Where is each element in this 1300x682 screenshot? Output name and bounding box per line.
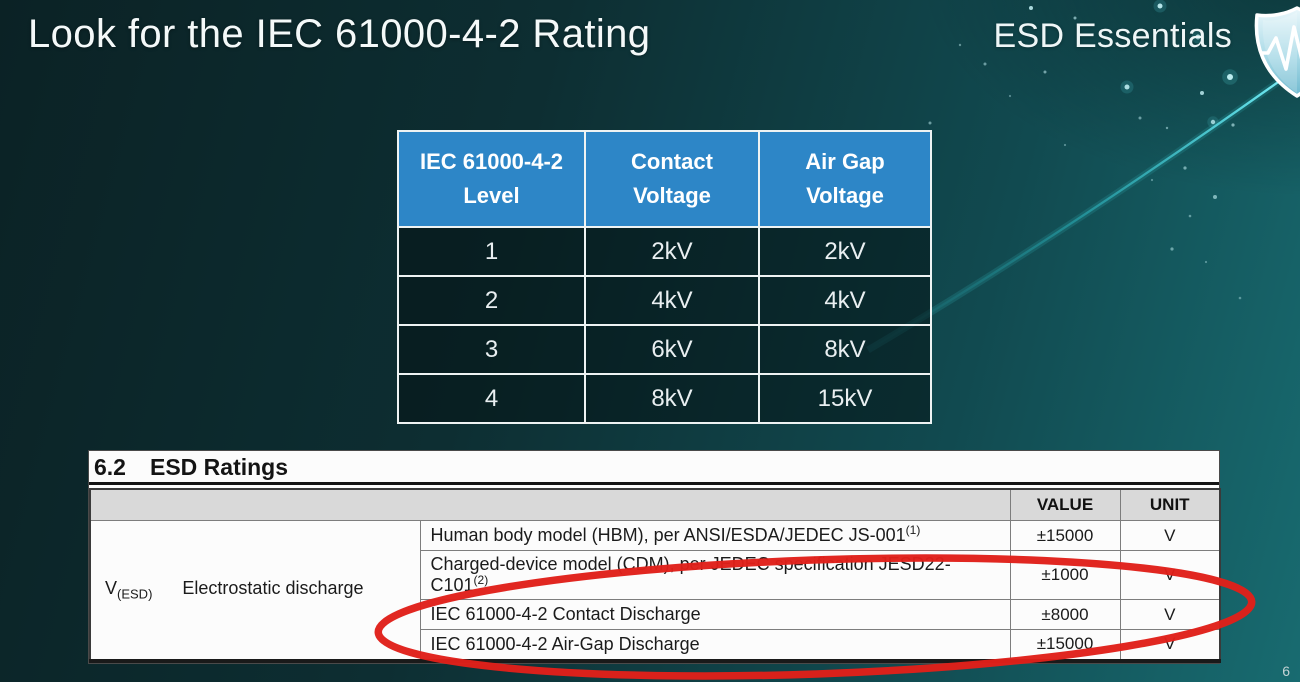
particle-dot xyxy=(1231,123,1235,127)
levels-cell: 4kV xyxy=(584,275,760,326)
ratings-row: V(ESD) Electrostatic discharge Human body … xyxy=(89,520,1221,661)
levels-header-cell: IEC 61000-4-2 Level xyxy=(397,130,586,228)
slide-title: Look for the IEC 61000-4-2 Rating xyxy=(28,12,651,56)
ratings-symbol-cell: V(ESD) Electrostatic discharge xyxy=(89,520,421,661)
particle-dot xyxy=(928,121,932,125)
ratings-value-cell: ±8000 xyxy=(1009,599,1121,630)
ratings-header-empty xyxy=(89,488,1011,521)
particle-dot xyxy=(958,43,962,47)
esd-shield-icon xyxy=(1254,6,1300,98)
ratings-value-cell: ±15000 xyxy=(1009,629,1121,661)
ratings-desc-cell: IEC 61000-4-2 Air-Gap Discharge xyxy=(419,629,1011,661)
swoosh-glow xyxy=(866,62,1300,354)
particle-dot xyxy=(1213,195,1217,199)
particle-dot xyxy=(1238,296,1242,300)
esd-ratings-table: VALUE UNIT V(ESD) Electrostatic discharge… xyxy=(89,488,1221,663)
levels-cell: 8kV xyxy=(758,324,932,375)
shield-outline xyxy=(1254,6,1300,98)
particles xyxy=(928,0,1242,300)
ratings-value-cell: ±1000 xyxy=(1009,550,1121,600)
pulse-line-icon xyxy=(1256,25,1300,71)
levels-row: 2 4kV 4kV xyxy=(397,275,932,326)
ratings-desc-cell: Charged-device model (CDM), per JEDEC sp… xyxy=(419,550,1011,600)
particle-dot xyxy=(1170,247,1174,251)
swoosh-line xyxy=(867,65,1300,351)
particle-dot xyxy=(983,62,987,66)
particle-dot xyxy=(1183,166,1187,170)
ratings-unit-cell: V xyxy=(1119,629,1221,661)
particle-dot xyxy=(1165,126,1169,130)
brand-label: ESD Essentials xyxy=(993,17,1232,55)
ratings-desc-cell: Human body model (HBM), per ANSI/ESDA/JE… xyxy=(419,520,1011,551)
levels-cell: 3 xyxy=(397,324,586,375)
particle-dot xyxy=(1150,178,1154,182)
levels-row: 3 6kV 8kV xyxy=(397,324,932,375)
particle-dot xyxy=(1210,119,1216,125)
ratings-header-row: VALUE UNIT xyxy=(89,488,1221,521)
section-number: 6.2 xyxy=(94,454,126,480)
particle-dot xyxy=(1227,74,1233,80)
levels-cell: 2kV xyxy=(584,226,760,277)
particle-dot xyxy=(1195,34,1201,40)
levels-row: 4 8kV 15kV xyxy=(397,373,932,424)
particle-dot xyxy=(1063,143,1067,147)
ratings-header-value: VALUE xyxy=(1009,488,1121,521)
levels-header-row: IEC 61000-4-2 Level Contact Voltage Air Gap V… xyxy=(397,130,932,228)
levels-cell: 2 xyxy=(397,275,586,326)
symbol: V(ESD) xyxy=(105,577,153,602)
iec-levels-table: IEC 61000-4-2 Level Contact Voltage Air Gap V… xyxy=(397,130,932,424)
particle-dot xyxy=(1043,70,1047,74)
ratings-desc-cell: IEC 61000-4-2 Contact Discharge xyxy=(419,599,1011,630)
particle-dot xyxy=(1138,116,1142,120)
datasheet-section-heading: 6.2 ESD Ratings xyxy=(89,451,1219,485)
particle-dot xyxy=(1008,94,1012,98)
particle-dot xyxy=(1188,214,1192,218)
levels-cell: 6kV xyxy=(584,324,760,375)
ratings-header-unit: UNIT xyxy=(1119,488,1221,521)
ratings-unit-cell: V xyxy=(1119,599,1221,630)
levels-cell: 4kV xyxy=(758,275,932,326)
ratings-unit-cell: V xyxy=(1119,550,1221,600)
section-title: ESD Ratings xyxy=(149,454,289,480)
levels-cell: 4 xyxy=(397,373,586,424)
datasheet-panel: 6.2 ESD Ratings VALUE UNIT V(ESD) Electro… xyxy=(88,450,1221,664)
levels-header-cell: Air Gap Voltage xyxy=(758,130,932,228)
particle-dot xyxy=(1157,3,1163,9)
particle-dot xyxy=(1204,260,1208,264)
levels-row: 1 2kV 2kV xyxy=(397,226,932,277)
ratings-unit-cell: V xyxy=(1119,520,1221,551)
levels-cell: 15kV xyxy=(758,373,932,424)
ratings-value-cell: ±15000 xyxy=(1009,520,1121,551)
levels-cell: 8kV xyxy=(584,373,760,424)
parameter-label: Electrostatic discharge xyxy=(182,577,364,598)
particle-dot xyxy=(1073,16,1077,20)
particle-dot xyxy=(1200,91,1204,95)
page-number: 6 xyxy=(1282,663,1290,679)
particle-dot xyxy=(1124,84,1130,90)
levels-header-cell: Contact Voltage xyxy=(584,130,760,228)
particle-dot xyxy=(1029,6,1033,10)
levels-cell: 2kV xyxy=(758,226,932,277)
levels-cell: 1 xyxy=(397,226,586,277)
